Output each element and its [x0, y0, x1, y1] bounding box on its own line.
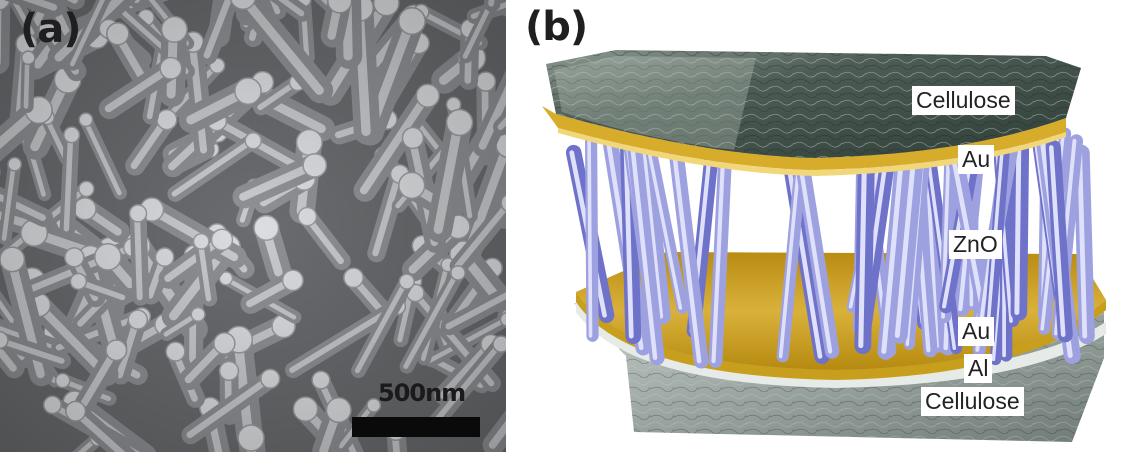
top-cellulose-label: Cellulose [912, 86, 1015, 115]
bottom-au-label: Au [958, 317, 994, 346]
zno-label: ZnO [949, 230, 1002, 259]
al-label: Al [964, 354, 992, 383]
sem-image-panel: (a) 500nm [0, 0, 506, 452]
device-schematic [506, 0, 1129, 452]
bottom-cellulose-label: Cellulose [921, 387, 1024, 416]
panel-a-label: (a) [20, 6, 81, 52]
scale-bar-label: 500nm [378, 379, 465, 407]
device-schematic-panel: Cellulose Au ZnO Au Al Cellulose [506, 0, 1129, 452]
scale-bar [352, 417, 480, 437]
top-au-label: Au [958, 145, 994, 174]
